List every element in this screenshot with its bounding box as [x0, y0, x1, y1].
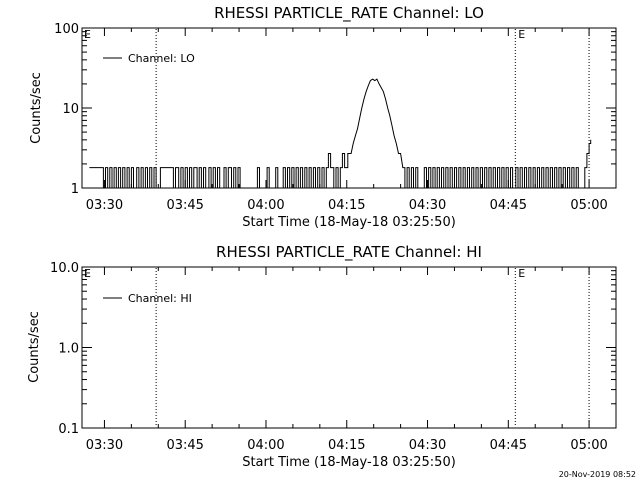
hi-legend-label: Channel: HI [128, 292, 192, 305]
lo-panel-title: RHESSI PARTICLE_RATE Channel: LO [214, 4, 484, 23]
hi-x-tick-label: 03:45 [166, 438, 203, 453]
lo-x-ticks: 03:30 03:45 04:00 04:15 04:30 04:45 05:00 [86, 28, 617, 213]
lo-y-tick-label: 1 [71, 182, 79, 197]
lo-event-lines: E [155, 28, 590, 187]
lo-event-label: E [518, 28, 525, 41]
hi-corner-marker: E [84, 267, 91, 280]
hi-y-tick-label: 0.1 [58, 422, 79, 437]
hi-x-tick-label: 05:00 [570, 438, 607, 453]
lo-series-line [89, 78, 592, 189]
lo-y-tick-label: 10 [62, 102, 79, 117]
hi-x-axis-label: Start Time (18-May-18 03:25:50) [242, 455, 456, 470]
hi-x-ticks: 03:30 03:45 04:00 04:15 04:30 04:45 05:00 [86, 267, 617, 453]
lo-series [89, 78, 592, 189]
hi-x-tick-label: 04:45 [490, 438, 527, 453]
lo-x-tick-label: 04:00 [247, 198, 284, 213]
lo-x-tick-label: 03:45 [166, 198, 203, 213]
hi-y-ticks: 0.1 1.0 10.0 [50, 261, 616, 437]
lo-x-axis-label: Start Time (18-May-18 03:25:50) [242, 215, 456, 230]
lo-corner-marker: E [84, 28, 91, 41]
hi-x-tick-label: 04:15 [328, 438, 365, 453]
hi-event-label: E [518, 267, 525, 280]
lo-legend-label: Channel: LO [128, 52, 195, 65]
lo-channel-panel: RHESSI PARTICLE_RATE Channel: LO Counts/… [29, 4, 617, 230]
lo-x-tick-label: 03:30 [86, 198, 123, 213]
hi-panel-title: RHESSI PARTICLE_RATE Channel: HI [216, 243, 482, 262]
hi-y-tick-label: 1.0 [58, 342, 79, 357]
lo-x-tick-label: 04:30 [409, 198, 446, 213]
hi-channel-panel: RHESSI PARTICLE_RATE Channel: HI Counts/… [27, 243, 617, 470]
hi-x-tick-label: 04:00 [247, 438, 284, 453]
hi-y-axis-label: Counts/sec [27, 311, 42, 383]
hi-y-tick-label: 10.0 [50, 261, 79, 276]
lo-y-axis-label: Counts/sec [29, 72, 44, 144]
hi-event-lines: E [155, 267, 590, 427]
generation-timestamp: 20-Nov-2019 08:52 [559, 470, 636, 479]
lo-x-tick-label: 05:00 [570, 198, 607, 213]
lo-x-tick-label: 04:45 [490, 198, 527, 213]
lo-y-tick-label: 100 [54, 22, 79, 37]
lo-y-ticks: 1 10 100 [54, 22, 616, 197]
hi-x-tick-label: 04:30 [409, 438, 446, 453]
lo-x-tick-label: 04:15 [328, 198, 365, 213]
hi-x-tick-label: 03:30 [86, 438, 123, 453]
